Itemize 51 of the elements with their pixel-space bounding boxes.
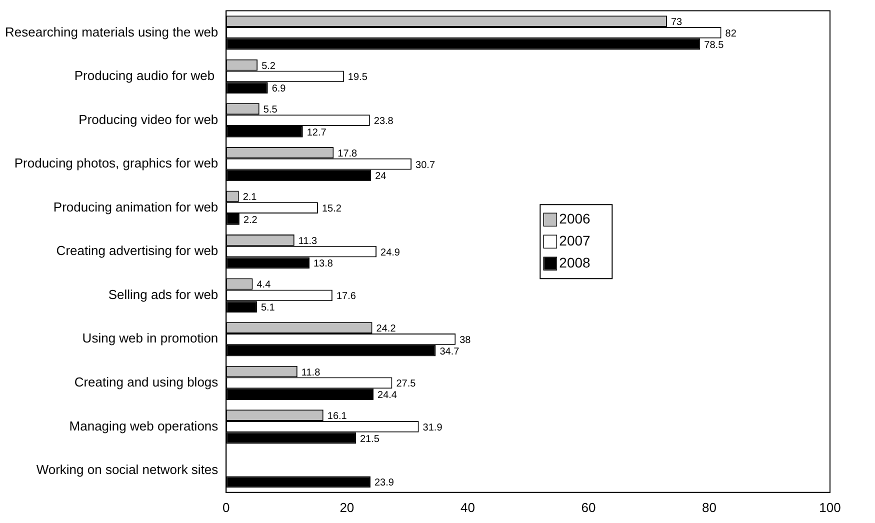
data-label: 12.7 (306, 127, 327, 138)
data-label: 38 (460, 334, 472, 346)
y-tick-label: Producing photos, graphics for web (14, 156, 218, 171)
y-tick-label: Creating and using blogs (74, 374, 219, 390)
data-label: 23.9 (374, 478, 394, 489)
data-label: 24 (375, 171, 387, 182)
data-label: 17.6 (336, 291, 356, 302)
x-tick-label: 100 (819, 500, 841, 515)
data-label: 24.4 (378, 390, 398, 402)
data-label: 2.1 (242, 192, 258, 204)
data-label: 15.2 (322, 204, 342, 215)
x-tick-label: 80 (702, 500, 716, 515)
data-label: 16.1 (327, 411, 348, 422)
legend-label: 2008 (559, 254, 591, 270)
x-tick-label: 20 (340, 500, 354, 515)
y-tick-label: Producing audio for web (74, 68, 218, 84)
legend-label: 2006 (559, 210, 591, 226)
data-label: 21.5 (360, 434, 380, 445)
x-tick-label: 40 (460, 500, 475, 515)
data-label: 4.4 (256, 280, 272, 291)
data-label: 19.5 (348, 72, 368, 84)
data-label: 2.2 (243, 214, 258, 226)
data-label: 11.3 (298, 236, 318, 247)
y-tick-label: Producing video for web (78, 112, 218, 127)
data-label: 24.2 (376, 324, 396, 335)
data-label: 13.8 (313, 258, 334, 270)
data-label: 82 (725, 28, 737, 40)
data-label: 5.2 (262, 60, 276, 72)
legend-label: 2007 (559, 232, 591, 248)
data-label: 31.9 (422, 422, 443, 434)
y-tick-label: Researching materials using the web (4, 24, 218, 40)
y-tick-label: Creating advertising for web (56, 243, 218, 258)
y-tick-label: Managing web operations (69, 418, 219, 434)
data-label: 11.8 (301, 367, 321, 378)
data-label: 34.7 (440, 346, 460, 358)
data-label: 27.5 (396, 378, 416, 390)
data-label: 30.7 (416, 160, 436, 171)
x-tick-label: 0 (222, 500, 230, 515)
data-label: 5.5 (263, 104, 278, 116)
data-label: 24.9 (380, 247, 400, 258)
x-tick-label: 60 (581, 500, 596, 515)
data-label: 17.8 (338, 148, 358, 160)
data-label: 5.1 (260, 302, 276, 314)
data-label: 78.5 (704, 40, 724, 51)
data-label: 23.8 (374, 116, 394, 128)
data-label: 6.9 (272, 84, 286, 95)
y-tick-label: Using web in promotion (82, 330, 218, 346)
data-label: 73 (670, 17, 683, 28)
y-tick-label: Selling ads for web (108, 286, 218, 302)
y-tick-label: Producing animation for web (53, 199, 218, 214)
y-tick-label: Working on social network sites (36, 462, 219, 478)
